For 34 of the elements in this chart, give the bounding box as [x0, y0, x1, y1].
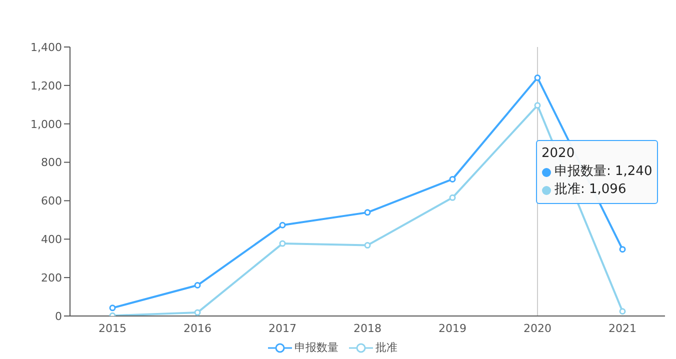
point: [449, 176, 456, 182]
y-tick-label: 200: [41, 271, 62, 284]
legend-label: 批准: [376, 340, 398, 355]
y-tick-label: 1,400: [30, 40, 62, 54]
point: [194, 309, 201, 316]
legend-label: 申报数量: [294, 340, 338, 355]
x-tick-label: 2018: [354, 322, 382, 335]
y-tick-label: 600: [41, 194, 62, 208]
x-tick-label: 2016: [184, 322, 212, 335]
point: [279, 222, 286, 228]
y-tick-label: 1,200: [30, 79, 62, 92]
x-tick-label: 2021: [608, 322, 636, 335]
point: [279, 240, 286, 247]
y-tick-label: 800: [41, 156, 62, 170]
point: [364, 242, 371, 249]
x-tick-label: 2017: [268, 322, 296, 335]
x-tick-label: 2015: [98, 322, 126, 335]
y-tick-label: 0: [55, 310, 62, 323]
point: [619, 246, 626, 253]
point: [534, 102, 541, 109]
point: [364, 209, 371, 216]
y-tick-label: 400: [41, 233, 62, 246]
annotation: 2020: [542, 145, 575, 163]
point: [194, 282, 201, 289]
point: [109, 304, 116, 312]
point: [619, 308, 626, 315]
tooltip-box: 2020 申报数量: 1,240 批准: 1,096: [536, 140, 658, 204]
x-tick-label: 2020: [524, 322, 552, 335]
y-tick-label: 1,000: [30, 118, 62, 131]
point: [449, 194, 456, 201]
x-tick-label: 2019: [438, 322, 466, 335]
annotation: 申报数量: 1,240: [554, 163, 652, 181]
annotation: 批准: 1,096: [554, 181, 626, 199]
point: [534, 74, 541, 81]
